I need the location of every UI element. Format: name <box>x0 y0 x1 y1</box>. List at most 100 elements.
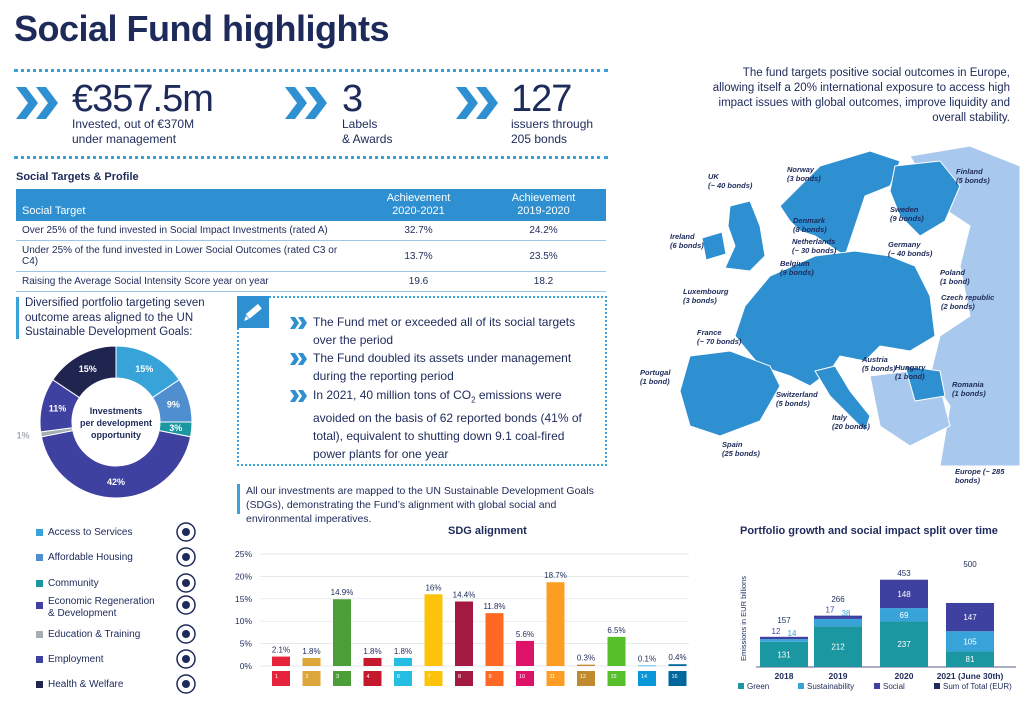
legend-swatch <box>36 656 43 663</box>
legend-swatch <box>36 602 43 609</box>
sdg-goal-icon <box>455 671 473 686</box>
sdg-bar <box>607 636 626 666</box>
donut-center-line3: opportunity <box>91 430 141 440</box>
donut-label: 11% <box>49 403 67 413</box>
sdg-bar-label: 0.3% <box>577 654 595 663</box>
finding-3-part2: emissions were avoided on the basis of 6… <box>313 388 582 462</box>
total-label: 266 <box>831 595 845 604</box>
stack-segment <box>880 608 928 622</box>
map-country-label: Poland (1 bond) <box>940 268 970 286</box>
sdg-goal-number: 10 <box>519 674 525 680</box>
sdg-bar-label: 1.8% <box>394 647 412 656</box>
legend-label: Health & Welfare <box>48 679 124 690</box>
europe-map <box>640 146 1020 476</box>
sdg-alignment-chart: 0%5%10%15%20%25%2.1%11.8%214.9%31.8%41.8… <box>235 549 689 686</box>
map-country-label: France (~ 70 bonds) <box>697 328 742 346</box>
map-country-label: Finland (5 bonds) <box>956 167 990 185</box>
legend-label: Affordable Housing <box>48 552 133 563</box>
runner-icon <box>173 648 199 670</box>
segment-label: 148 <box>897 590 911 599</box>
finding-3: In 2021, 40 million tons of CO2 emission… <box>313 386 598 463</box>
stack-segment <box>814 618 862 627</box>
chevron-right-icon <box>16 87 58 119</box>
pen-icon <box>237 296 269 328</box>
stack-segment <box>880 579 928 609</box>
sdg-bar-label: 1.8% <box>363 647 381 656</box>
portfolio-growth-chart: Emissions in EUR billions 131 14 12 157 2018 2… <box>738 560 1016 691</box>
sdg-bar-label: 5.6% <box>516 630 534 639</box>
col-achievement-2021: Achievement 2020-2021 <box>356 189 481 221</box>
page-title: Social Fund highlights <box>14 8 389 49</box>
sdg-goal-number: 11 <box>550 674 556 680</box>
sdg-bar <box>272 656 290 666</box>
fund-intro-text: The fund targets positive social outcome… <box>712 67 1010 124</box>
map-country-label: Italy (20 bonds) <box>832 413 870 431</box>
sdg-bar-label: 18.7% <box>544 571 567 580</box>
segment-label: 81 <box>966 655 975 664</box>
value-cell: 23.5% <box>481 240 606 272</box>
value-cell: 24.2% <box>481 221 606 241</box>
x-tick-label: 2018 <box>775 671 794 681</box>
portfolio-donut-chart: 15% 9% 3% 42% 1% 11% 15% Investments per devel… <box>17 345 193 499</box>
map-total-label: Europe (~ 285 bonds) <box>955 467 1005 485</box>
sdg-goal-number: 6 <box>397 674 400 680</box>
donut-label: 42% <box>107 477 125 487</box>
col-achievement-2020: Achievement 2019-2020 <box>481 189 606 221</box>
map-country-label: Norway (3 bonds) <box>787 165 821 183</box>
sdg-bar-label: 0.1% <box>638 655 656 664</box>
legend-swatch <box>36 580 43 587</box>
map-country-label: Switzerland (5 bonds) <box>776 390 818 408</box>
sdg-goal-icon <box>638 671 656 686</box>
sdg-bar-label: 0.4% <box>668 653 686 662</box>
chevron-right-icon <box>456 87 498 119</box>
sdg-goal-icon <box>577 671 595 686</box>
col-achievement-period: 2019-2020 <box>517 205 570 217</box>
x-tick-label: 2019 <box>829 671 848 681</box>
sdg-goal-icon <box>333 671 351 686</box>
y-tick-label: 25% <box>235 549 252 559</box>
segment-label: 38 <box>842 609 851 618</box>
sdg-chart-title: SDG alignment <box>448 525 527 537</box>
segment-label: 14 <box>788 629 797 638</box>
legend-swatch <box>36 554 43 561</box>
total-label: 157 <box>777 616 791 625</box>
sdg-bar-label: 14.9% <box>331 588 354 597</box>
legend-swatch <box>36 681 43 688</box>
sdg-goal-icon <box>394 671 412 686</box>
map-country-label: Netherlands (~ 30 bonds) <box>792 237 837 255</box>
house-people-icon <box>173 546 199 568</box>
sdg-bar <box>302 657 321 666</box>
legend-swatch <box>874 683 880 689</box>
donut-center-line1: Investments <box>90 406 143 416</box>
sdg-bar-label: 6.5% <box>607 626 625 635</box>
worker-icon <box>173 594 199 616</box>
map-country-label: Denmark (8 bonds) <box>793 216 827 234</box>
donut-label: 15% <box>135 364 153 374</box>
sdg-goal-number: 15 <box>611 674 617 680</box>
finding-2: The Fund doubled its assets under manage… <box>313 351 572 383</box>
divider <box>14 156 608 159</box>
kpi-invested-line1: Invested, out of €370M <box>72 117 195 131</box>
y-tick-label: 15% <box>235 594 252 604</box>
sdg-bar <box>668 664 687 666</box>
col-achievement-label: Achievement <box>511 192 576 204</box>
legend-label: Community <box>48 578 99 589</box>
legend-label: Green <box>747 682 769 691</box>
legend-label: Access to Services <box>48 527 133 538</box>
segment-label: 131 <box>777 650 791 659</box>
value-cell: 19.6 <box>356 271 481 292</box>
sdg-goal-icon <box>485 671 504 686</box>
sdg-goal-number: 16 <box>672 674 678 680</box>
sdg-goal-number: 9 <box>489 674 492 680</box>
value-cell: 13.7% <box>356 240 481 272</box>
sdg-goal-number: 14 <box>641 674 647 680</box>
sdg-goal-icon <box>272 671 290 686</box>
col-social-target: Social Target <box>16 189 356 221</box>
segment-label: 69 <box>900 611 909 620</box>
donut-label: 3% <box>169 423 182 433</box>
stack-segment <box>880 621 928 667</box>
value-cell: 32.7% <box>356 221 481 241</box>
donut-label: 9% <box>167 400 180 410</box>
y-tick-label: 5% <box>240 639 253 649</box>
sdg-bar-label: 1.8% <box>302 647 320 656</box>
